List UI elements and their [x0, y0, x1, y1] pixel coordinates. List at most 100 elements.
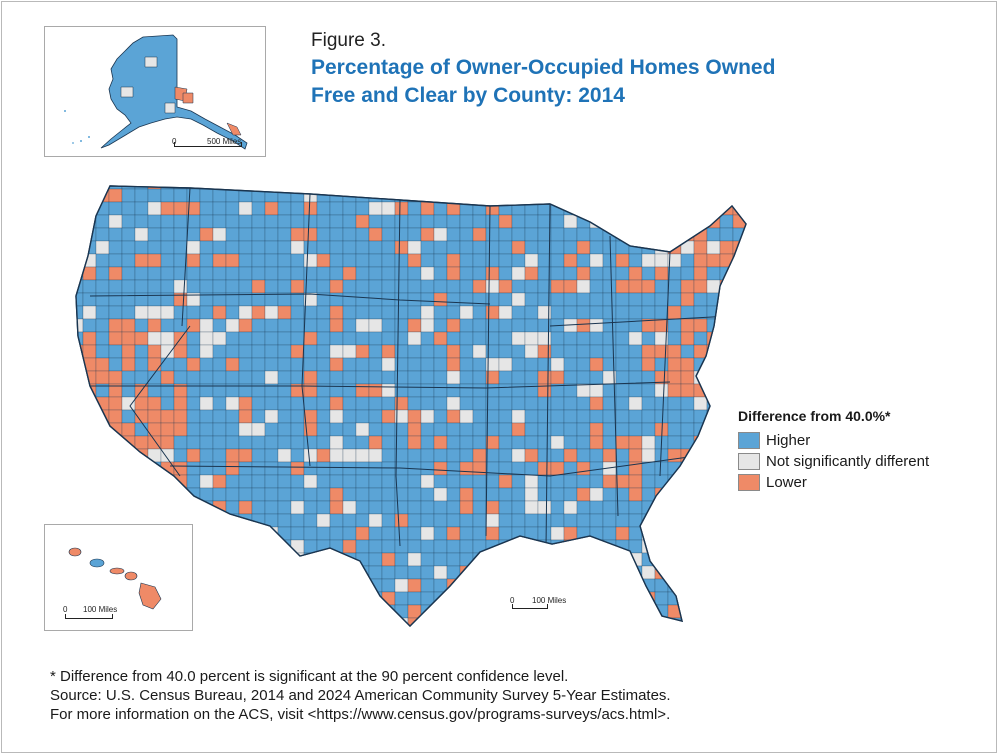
county-cell: [95, 565, 110, 580]
county-cell: [251, 331, 266, 346]
county-cell: [316, 201, 331, 216]
contiguous-us-map: 0 100 Miles: [70, 176, 750, 641]
county-cell: [446, 578, 461, 593]
county-cell: [667, 201, 682, 216]
county-cell: [277, 409, 292, 424]
county-cell: [134, 461, 149, 476]
county-cell: [472, 305, 487, 320]
county-cell: [225, 305, 240, 320]
county-cell: [381, 253, 396, 268]
footnotes: * Difference from 40.0 percent is signif…: [50, 667, 671, 724]
county-cell: [121, 578, 136, 593]
county-cell: [550, 279, 565, 294]
county-cell: [174, 631, 187, 636]
county-cell: [706, 539, 721, 554]
county-cell: [316, 448, 331, 463]
county-cell: [628, 474, 643, 489]
county-cell: [134, 227, 149, 242]
county-cell: [134, 487, 149, 502]
county-cell: [719, 474, 734, 489]
county-cell: [680, 279, 695, 294]
county-cell: [186, 526, 201, 541]
county-cell: [680, 331, 695, 346]
county-cell: [576, 513, 591, 528]
county-cell: [342, 591, 357, 606]
county-cell: [719, 435, 734, 450]
county-cell: [251, 344, 266, 359]
county-cell: [472, 591, 487, 606]
county-cell: [368, 253, 383, 268]
main-scale-start: 0: [510, 596, 515, 605]
county-cell: [381, 344, 396, 359]
county-cell: [420, 201, 435, 216]
county-cell: [628, 526, 643, 541]
county-cell: [95, 214, 110, 229]
map-legend: Difference from 40.0%* Higher Not signif…: [738, 408, 929, 493]
county-cell: [641, 186, 656, 190]
county-cell: [342, 448, 357, 463]
county-cell: [121, 591, 136, 606]
county-cell: [680, 292, 695, 307]
county-cell: [381, 214, 396, 229]
county-cell: [589, 188, 604, 203]
county-cell: [602, 292, 617, 307]
county-cell: [160, 617, 175, 626]
county-cell: [486, 631, 499, 636]
county-cell: [186, 552, 201, 567]
county-cell: [82, 578, 97, 593]
county-cell: [498, 396, 513, 411]
county-cell: [550, 461, 565, 476]
county-cell: [511, 500, 526, 515]
county-cell: [121, 500, 136, 515]
county-cell: [82, 186, 97, 190]
county-cell: [264, 448, 279, 463]
county-cell: [576, 305, 591, 320]
county-cell: [212, 617, 227, 626]
county-cell: [511, 513, 526, 528]
county-cell: [745, 227, 746, 242]
county-cell: [355, 240, 370, 255]
county-cell: [563, 227, 578, 242]
county-cell: [577, 631, 590, 636]
county-cell: [316, 331, 331, 346]
county-cell: [485, 526, 500, 541]
county-cell: [147, 253, 162, 268]
county-cell: [693, 539, 708, 554]
county-cell: [213, 631, 226, 636]
county-cell: [173, 591, 188, 606]
county-cell: [134, 539, 149, 554]
county-cell: [745, 500, 746, 515]
county-cell: [628, 604, 643, 619]
county-cell: [147, 552, 162, 567]
county-cell: [576, 188, 591, 203]
county-cell: [109, 631, 122, 636]
county-cell: [446, 344, 461, 359]
county-cell: [576, 318, 591, 333]
county-cell: [589, 474, 604, 489]
county-cell: [251, 474, 266, 489]
county-cell: [342, 357, 357, 372]
county-cell: [706, 240, 721, 255]
county-cell: [550, 487, 565, 502]
county-cell: [524, 186, 539, 190]
county-cell: [537, 396, 552, 411]
county-cell: [420, 500, 435, 515]
county-cell: [394, 318, 409, 333]
county-cell: [459, 253, 474, 268]
county-cell: [265, 631, 278, 636]
county-cell: [82, 461, 97, 476]
county-cell: [420, 461, 435, 476]
county-cell: [108, 552, 123, 567]
county-cell: [238, 214, 253, 229]
legend-swatch-higher: [738, 432, 760, 449]
county-cell: [433, 331, 448, 346]
county-cell: [680, 227, 695, 242]
county-cell: [537, 422, 552, 437]
legend-label-lower: Lower: [766, 474, 807, 491]
county-cell: [329, 565, 344, 580]
county-cell: [186, 357, 201, 372]
county-cell: [277, 474, 292, 489]
county-cell: [108, 396, 123, 411]
county-cell: [498, 227, 513, 242]
county-cell: [108, 318, 123, 333]
